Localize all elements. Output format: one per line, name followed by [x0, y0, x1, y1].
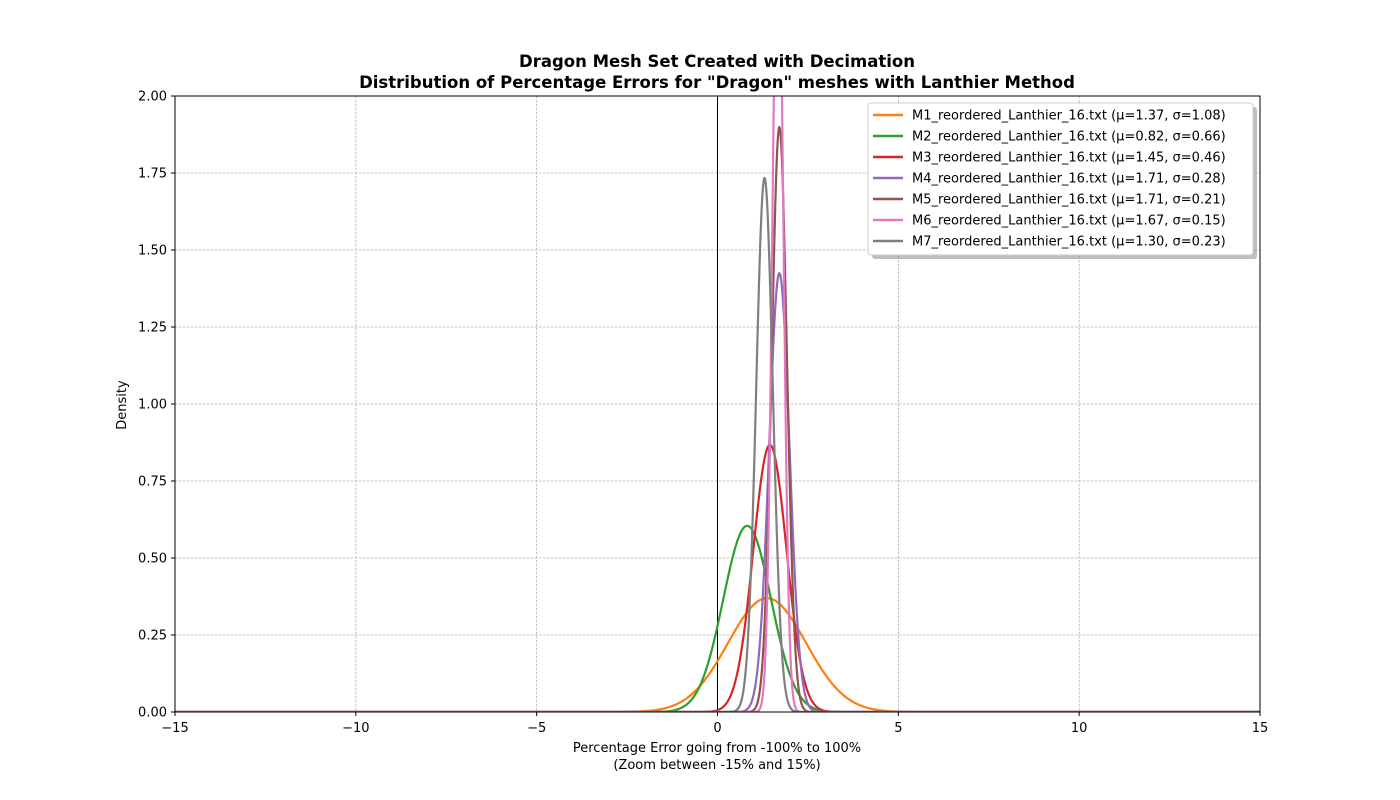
legend-label-7: M7_reordered_Lanthier_16.txt (μ=1.30, σ=… — [912, 235, 1226, 250]
legend-label-4: M4_reordered_Lanthier_16.txt (μ=1.71, σ=… — [912, 172, 1226, 187]
x-axis-ticks: −15 −10 −5 0 5 10 15 — [161, 712, 1268, 736]
density-curves — [175, 96, 1260, 712]
y-tick-label: 0.00 — [138, 706, 167, 721]
chart-subtitle: Distribution of Percentage Errors for "D… — [359, 73, 1075, 92]
y-tick-label: 1.00 — [138, 398, 167, 413]
y-axis-label: Density — [115, 380, 130, 430]
x-axis-sublabel: (Zoom between -15% and 15%) — [613, 758, 820, 773]
chart-title: Dragon Mesh Set Created with Decimation — [519, 52, 915, 71]
y-tick-label: 0.50 — [138, 552, 167, 567]
x-tick-label: 5 — [894, 721, 902, 736]
x-tick-label: −15 — [161, 721, 188, 736]
legend-label-2: M2_reordered_Lanthier_16.txt (μ=0.82, σ=… — [912, 130, 1226, 145]
x-tick-label: 15 — [1252, 721, 1269, 736]
y-tick-label: 1.50 — [138, 244, 167, 259]
x-tick-label: 0 — [713, 721, 721, 736]
x-tick-label: 10 — [1071, 721, 1088, 736]
legend-label-5: M5_reordered_Lanthier_16.txt (μ=1.71, σ=… — [912, 193, 1226, 208]
series-curve-2 — [175, 524, 1260, 712]
legend-label-1: M1_reordered_Lanthier_16.txt (μ=1.37, σ=… — [912, 109, 1226, 124]
y-tick-label: 1.25 — [138, 321, 167, 336]
y-tick-label: 2.00 — [138, 90, 167, 105]
legend: M1_reordered_Lanthier_16.txt (μ=1.37, σ=… — [867, 102, 1257, 259]
x-tick-label: −5 — [527, 721, 546, 736]
legend-label-3: M3_reordered_Lanthier_16.txt (μ=1.45, σ=… — [912, 151, 1226, 166]
legend-label-6: M6_reordered_Lanthier_16.txt (μ=1.67, σ=… — [912, 214, 1226, 229]
y-axis-ticks: 0.00 0.25 0.50 0.75 1.00 1.25 1.50 1.75 2.00 — [138, 90, 175, 721]
y-tick-label: 1.75 — [138, 167, 167, 182]
y-tick-label: 0.75 — [138, 475, 167, 490]
y-tick-label: 0.25 — [138, 629, 167, 644]
x-tick-label: −10 — [342, 721, 369, 736]
series-curve-3 — [175, 443, 1260, 712]
x-axis-label: Percentage Error going from -100% to 100… — [573, 741, 861, 756]
series-curve-1 — [175, 597, 1260, 712]
